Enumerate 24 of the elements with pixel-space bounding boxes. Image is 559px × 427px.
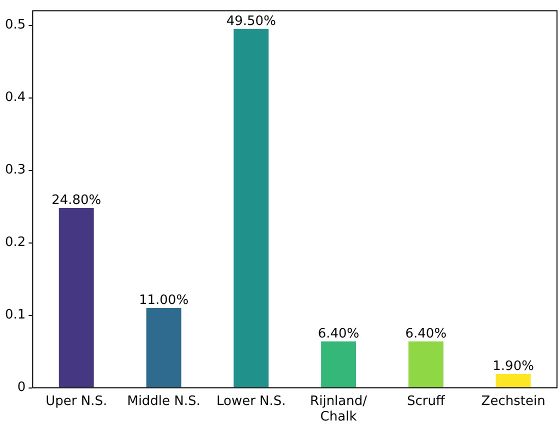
- bar: [321, 341, 356, 388]
- data-label: 24.80%: [52, 192, 102, 208]
- y-tick-label: 0.2: [4, 235, 26, 250]
- data-label: 6.40%: [405, 326, 447, 342]
- data-label: 1.90%: [492, 358, 534, 374]
- y-tick-label: 0.5: [4, 18, 26, 33]
- y-tick-label: 0.4: [4, 90, 26, 106]
- x-tick-label: Scruff: [406, 394, 446, 409]
- data-label: 49.50%: [226, 14, 276, 29]
- bar: [408, 341, 444, 388]
- x-tick-label: Uper N.S.: [46, 394, 108, 409]
- bar: [146, 308, 182, 388]
- y-tick-label: 0: [17, 380, 26, 396]
- y-tick-label: 0.3: [4, 162, 26, 178]
- x-tick-label: Rijnland/ Chalk: [310, 394, 368, 425]
- x-tick-label: Middle N.S.: [127, 394, 200, 409]
- x-tick-label: Lower N.S.: [216, 394, 286, 409]
- bar: [58, 208, 94, 388]
- y-tick-label: 0.1: [4, 308, 26, 323]
- data-label: 11.00%: [138, 292, 189, 308]
- bar: [234, 28, 269, 388]
- bar: [496, 374, 531, 388]
- data-label: 6.40%: [318, 326, 360, 342]
- x-tick-label: Zechstein: [481, 394, 546, 409]
